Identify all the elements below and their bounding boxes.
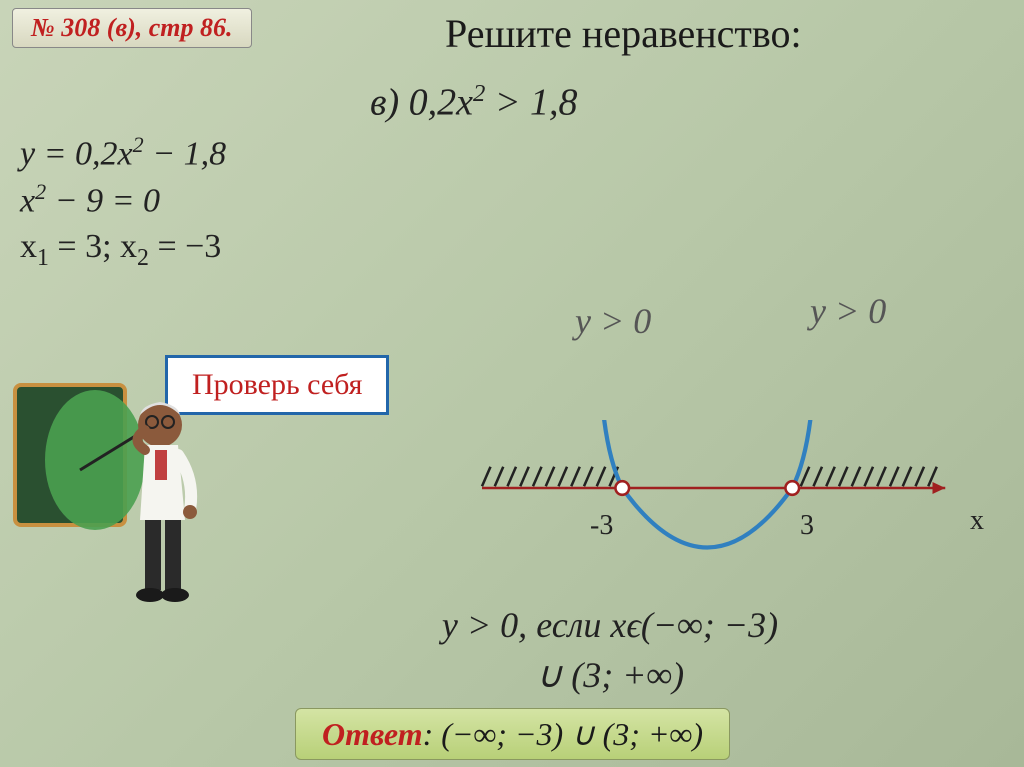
root-label-3: 3 (800, 510, 814, 542)
x-axis-label: х (970, 505, 984, 537)
equation-derivation: y = 0,2x2 − 1,8 x2 − 9 = 0 x1 = 3; x2 = … (20, 130, 226, 274)
answer-label: Ответ (322, 716, 423, 752)
annotation-y-positive-left: y > 0 (575, 300, 651, 342)
solution-condition: y > 0, если xϵ(−∞; −3) ∪ (3; +∞) (360, 600, 860, 701)
interval-graph (440, 420, 1000, 590)
problem-reference: № 308 (в), стр 86. (12, 8, 252, 48)
equation-line-3: x1 = 3; x2 = −3 (20, 224, 226, 274)
teacher-illustration (10, 380, 220, 620)
problem-statement: в) 0,2x2 > 1,8 (370, 80, 578, 125)
solution-line-1: y > 0, если xϵ(−∞; −3) (360, 600, 860, 650)
root-label-minus3: -3 (590, 510, 613, 542)
solution-line-2: ∪ (3; +∞) (360, 650, 860, 700)
answer-box: Ответ: (−∞; −3) ∪ (3; +∞) (295, 708, 730, 760)
equation-line-2: x2 − 9 = 0 (20, 177, 226, 224)
answer-value: : (−∞; −3) ∪ (3; +∞) (423, 716, 703, 752)
page-title: Решите неравенство: (445, 10, 802, 57)
annotation-y-positive-right: y > 0 (810, 290, 886, 332)
equation-line-1: y = 0,2x2 − 1,8 (20, 130, 226, 177)
